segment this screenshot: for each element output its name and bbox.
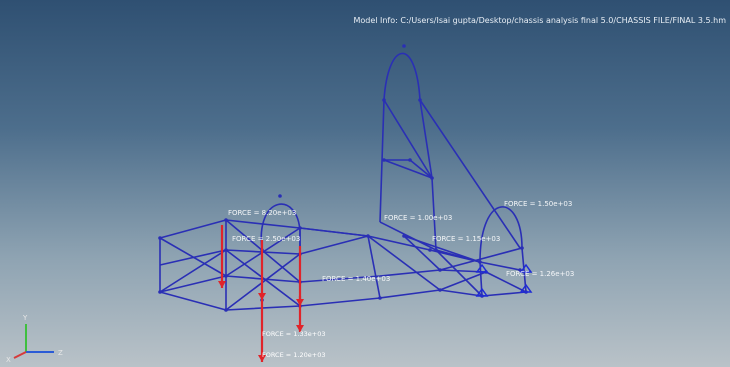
force-arrow-head — [296, 325, 304, 332]
frame-node — [382, 158, 386, 162]
model-info-text: Model Info: C:/Users/Isai gupta/Desktop/… — [353, 16, 726, 25]
force-arrow-head — [258, 355, 266, 362]
frame-node — [428, 248, 432, 252]
frame-tube — [403, 235, 481, 263]
frame-node — [158, 236, 162, 240]
frame-tube — [383, 99, 433, 179]
frame-node — [298, 226, 302, 230]
force-arrows[interactable] — [218, 225, 304, 362]
constraint-symbols[interactable] — [475, 263, 533, 297]
frame-tube — [299, 269, 487, 283]
frame-node — [402, 234, 406, 238]
force-label: FORCE = 1.40e+03 — [322, 275, 390, 283]
frame-node — [478, 260, 482, 264]
frame-tube — [379, 52, 433, 223]
axis-y-label: Y — [22, 314, 28, 322]
constraint-triangle[interactable] — [475, 263, 489, 273]
frame-node — [224, 218, 228, 222]
frame-node — [438, 288, 442, 292]
frame-node — [224, 248, 228, 252]
frame-tube — [439, 247, 523, 271]
force-arrow-head — [218, 281, 226, 288]
constraint-triangle[interactable] — [519, 283, 533, 293]
frame-tube — [299, 289, 527, 307]
frame-tube — [367, 235, 441, 291]
force-label: FORCE = 1.26e+03 — [506, 270, 574, 278]
constraint-triangle[interactable] — [519, 263, 533, 273]
frame-tube — [299, 235, 369, 255]
frame-node — [382, 98, 386, 102]
frame-tube — [367, 235, 381, 299]
force-label: FORCE = 1.15e+03 — [432, 235, 500, 243]
frame-node — [224, 308, 228, 312]
force-arrow-head — [258, 293, 266, 300]
axis-triad: Y Z X — [6, 314, 63, 364]
frame-node — [366, 234, 370, 238]
force-label: FORCE = 1.20e+03 — [262, 351, 325, 359]
frame-tube — [379, 221, 437, 251]
frame-node — [224, 274, 228, 278]
force-labels: FORCE = 8.20e+03 FORCE = 2.50e+03 FORCE … — [228, 200, 574, 359]
frame-tube — [485, 271, 527, 293]
frame-tube — [260, 203, 301, 251]
frame-tube — [159, 249, 227, 293]
frame-node — [438, 268, 442, 272]
frame-node — [158, 290, 162, 294]
frame-node — [408, 158, 412, 162]
force-label: FORCE = 8.20e+03 — [228, 209, 296, 217]
frame-node — [418, 98, 422, 102]
axis-z-label: Z — [58, 349, 63, 357]
force-label: FORCE = 1.00e+03 — [384, 214, 452, 222]
frame-node — [520, 246, 524, 250]
frame-tube — [439, 271, 487, 291]
frame-tube — [435, 249, 483, 297]
frame-node — [278, 194, 282, 198]
frame-node — [378, 296, 382, 300]
chassis-frame[interactable] — [159, 52, 527, 311]
frame-tube — [159, 237, 227, 277]
frame-tube — [479, 206, 523, 263]
frame-tube — [419, 99, 521, 249]
force-label: FORCE = 2.50e+03 — [232, 235, 300, 243]
constraint-triangle[interactable] — [475, 287, 489, 297]
axis-x-label: X — [6, 356, 11, 364]
frame-node — [402, 44, 406, 48]
force-label: FORCE = 1.50e+03 — [504, 200, 572, 208]
frame-tube — [403, 235, 441, 271]
frame-node — [430, 176, 434, 180]
force-label: FORCE = 1.33e+03 — [262, 330, 325, 338]
frame-node — [434, 248, 438, 252]
